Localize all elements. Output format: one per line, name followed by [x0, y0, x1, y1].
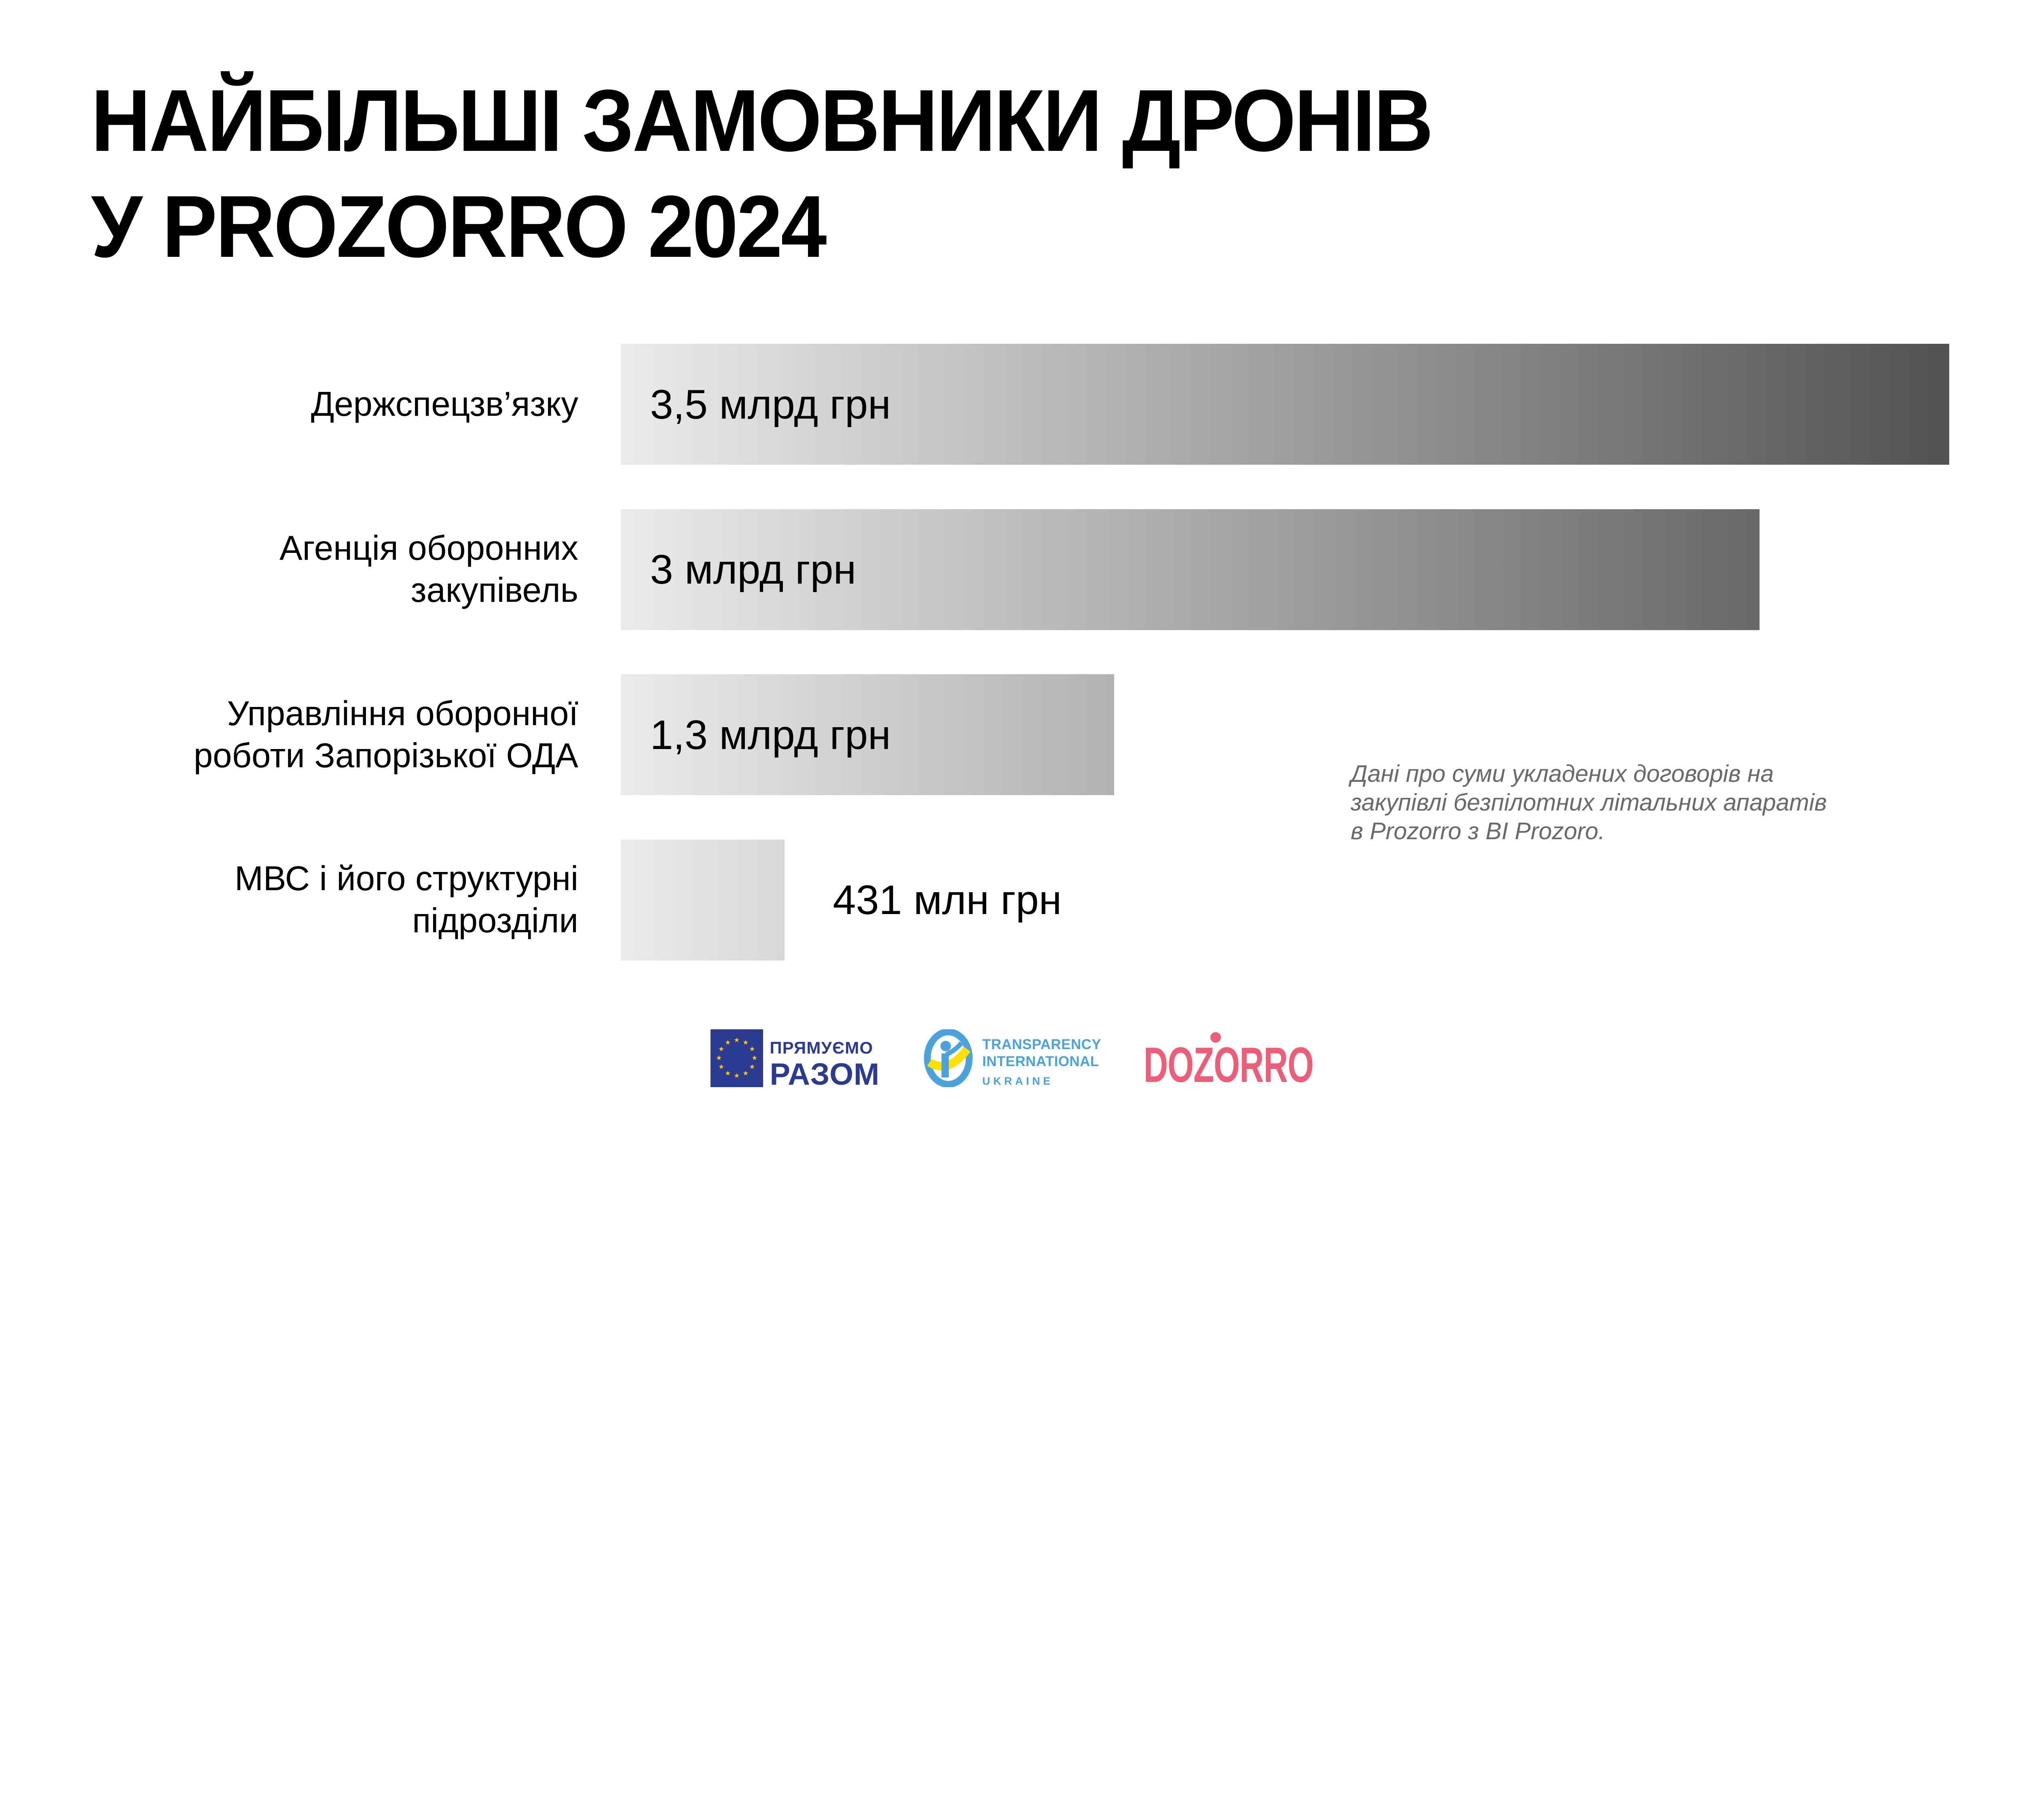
ti-logo-line2: INTERNATIONAL [982, 1054, 1099, 1069]
infographic-canvas: НАЙБІЛЬШІ ЗАМОВНИКИ ДРОНІВ У PROZORRO 20… [0, 68, 2022, 1091]
page-title: НАЙБІЛЬШІ ЗАМОВНИКИ ДРОНІВ У PROZORRO 20… [91, 68, 1434, 280]
chart-row: МВС і його структурні підрозділи 431 млн… [0, 839, 2022, 961]
value-label: 1,3 млрд грн [650, 711, 891, 758]
category-label: Держспецзв’язку [311, 385, 578, 423]
ti-logo-text: TRANSPARENCY INTERNATIONAL UKRAINE [982, 1029, 1101, 1089]
category-label: Управління оборонної роботи Запорізької … [193, 694, 578, 775]
bar [621, 344, 1949, 465]
bar [621, 674, 1115, 795]
category-label: Агенція оборонних закупівель [279, 529, 578, 609]
chart-row: Держспецзв’язку 3,5 млрд грн [0, 344, 2022, 465]
value-label: 3,5 млрд грн [650, 381, 891, 427]
chart-row: Управління оборонної роботи Запорізької … [0, 674, 2022, 795]
ti-logo-line1: TRANSPARENCY [982, 1037, 1102, 1052]
bar [621, 839, 785, 961]
bar [621, 509, 1760, 630]
ti-logo-line3: UKRAINE [982, 1075, 1053, 1087]
page-title-line2: У PROZORRO 2024 [91, 178, 827, 276]
eu-logo-line1: ПРЯМУЄМО [770, 1038, 874, 1057]
footer-logos: ★ ★ ★ ★ ★ ★ ★ ★ ★ ★ ★ ★ ПРЯМУЄМО РАЗОМ TRANSPARENCY… [0, 1029, 2022, 1091]
dozorro-logo: DOZORRO [1144, 1032, 1314, 1092]
transparency-international-logo: TRANSPARENCY INTERNATIONAL UKRAINE [922, 1029, 1101, 1089]
value-label: 3 млрд грн [650, 546, 857, 593]
source-note: Дані про суми укладених договорів на зак… [1351, 760, 1827, 844]
dozorro-head-icon [1210, 1032, 1221, 1043]
value-label: 431 млн грн [833, 876, 1062, 923]
category-label: МВС і його структурні підрозділи [235, 859, 578, 940]
ti-globe-icon [924, 1029, 973, 1087]
eu-logo-text: ПРЯМУЄМО РАЗОМ [770, 1029, 880, 1091]
eu-logo-line2: РАЗОМ [770, 1057, 880, 1092]
eu-flag-icon: ★ ★ ★ ★ ★ ★ ★ ★ ★ ★ ★ ★ [710, 1029, 763, 1087]
eu-logo: ★ ★ ★ ★ ★ ★ ★ ★ ★ ★ ★ ★ ПРЯМУЄМО РАЗОМ [710, 1029, 880, 1091]
chart-row: Агенція оборонних закупівель 3 млрд грн [0, 509, 2022, 630]
page-title-line1: НАЙБІЛЬШІ ЗАМОВНИКИ ДРОНІВ [91, 71, 1434, 170]
dozorro-logo-text: DOZORRO [1144, 1037, 1314, 1092]
